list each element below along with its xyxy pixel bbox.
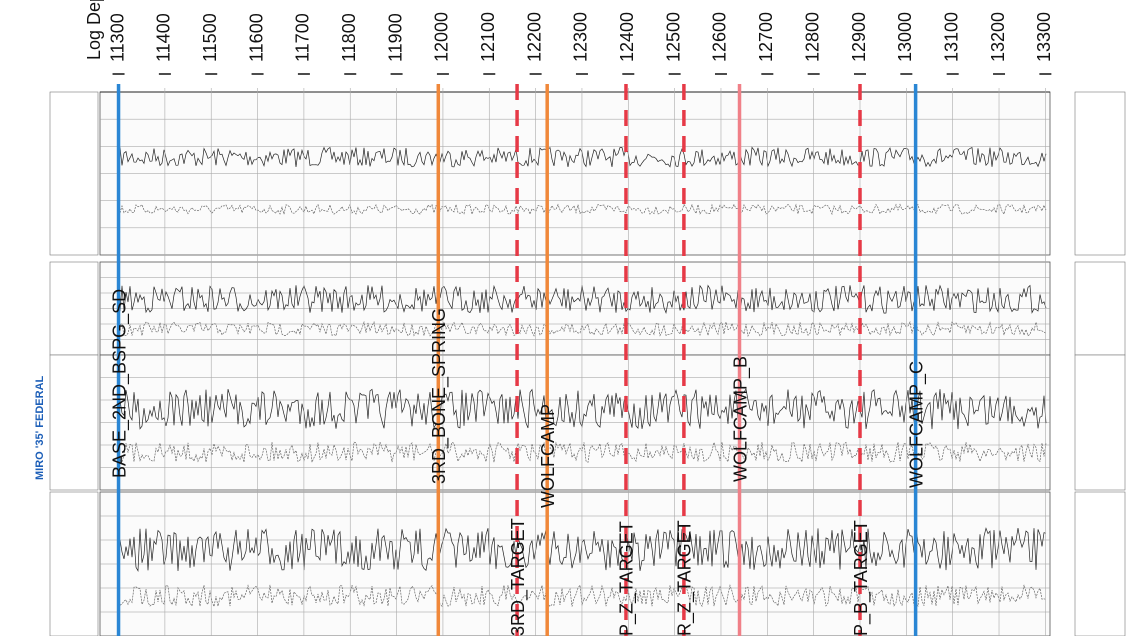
x-tick-label: 12000: [432, 12, 452, 62]
well-name: MIRO '35' FEDERAL: [34, 375, 46, 480]
x-tick-label: 13000: [895, 12, 915, 62]
x-tick-label: 12100: [478, 12, 498, 62]
formation-top-label: WOLFCAMP: [538, 404, 558, 508]
track-header-left: [49, 91, 99, 256]
log-curve-texture: [119, 146, 1047, 168]
x-tick-label: 12600: [710, 12, 730, 62]
track-header-left: [49, 261, 99, 356]
track-header-right: [1074, 261, 1126, 356]
log-curve-texture: [119, 284, 1047, 315]
x-tick-label: 11500: [200, 13, 220, 62]
formation-top-label: WOLFCAMP_B: [730, 356, 751, 482]
x-tick-label: 13100: [941, 12, 961, 62]
x-tick-label: 12800: [802, 12, 822, 62]
x-tick-label: 11600: [246, 13, 266, 62]
x-tick-label: 11300: [107, 13, 127, 62]
x-tick-label: 11900: [385, 13, 405, 62]
track-header-left: [49, 491, 99, 636]
x-tick-label: 12500: [663, 12, 683, 62]
x-tick-label: 12700: [756, 12, 776, 62]
track-header-left: [49, 354, 99, 491]
formation-top-label: 3RD_BONE_SPRING: [429, 308, 450, 484]
x-tick-label: 11800: [339, 13, 359, 62]
x-tick-label: 11700: [293, 13, 313, 62]
x-tick-label: 12400: [617, 12, 637, 62]
formation-top-label: BASE_2ND_BSPG_SD: [109, 289, 130, 478]
x-tick-label: 13200: [988, 12, 1008, 62]
log-curve-texture: [119, 584, 1047, 608]
x-tick-label: 12300: [571, 12, 591, 62]
track-header-right: [1074, 91, 1126, 256]
formation-top-label: P_Z_TARGET: [617, 521, 638, 636]
formation-top-label: R_Z_TARGET: [675, 520, 696, 636]
x-tick-label: 12900: [849, 12, 869, 62]
formation-top-label: WOLFCAMP_C: [906, 361, 927, 488]
track-header-right: [1074, 354, 1126, 491]
log-curve-texture: [119, 320, 1047, 337]
log-curve-texture: [119, 527, 1047, 573]
x-tick-label: 13300: [1034, 12, 1054, 62]
formation-top-label: 3RD_TARGET: [508, 518, 529, 636]
formation-top-label: P_B_TARGET: [851, 520, 872, 636]
x-tick-label: 11400: [154, 13, 174, 62]
x-tick-label: 12200: [524, 12, 544, 62]
track-header-right: [1074, 491, 1126, 636]
log-curve-texture: [119, 441, 1047, 464]
log-curve-texture: [119, 203, 1047, 216]
log-curve-texture: [119, 387, 1047, 430]
axis-title: Log Depth(ft): [84, 0, 104, 60]
